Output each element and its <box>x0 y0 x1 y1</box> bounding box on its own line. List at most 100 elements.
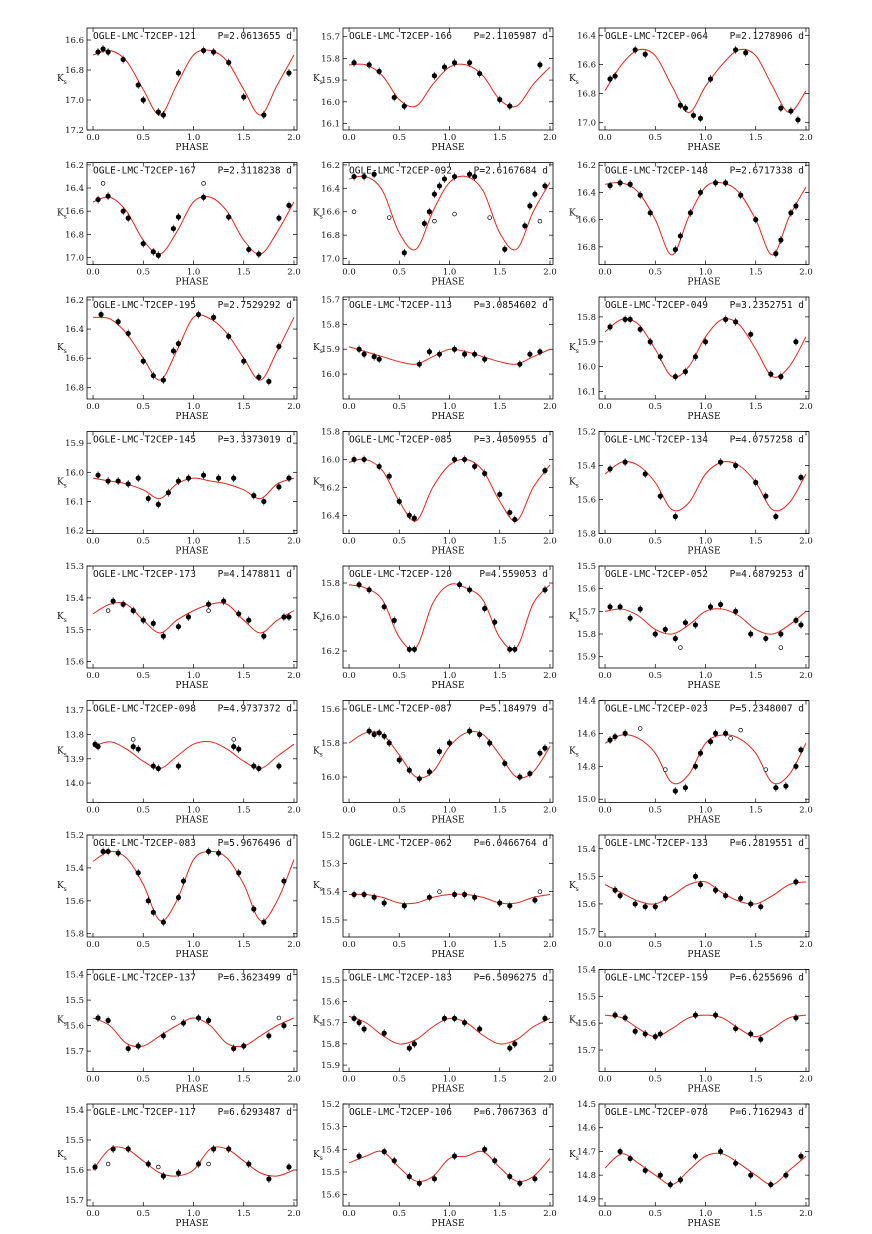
x-axis-label: PHASE <box>175 681 208 691</box>
x-tick-label: 0.0 <box>86 537 100 547</box>
panel-period: P=2.6717338 d <box>730 166 804 177</box>
data-point <box>371 894 377 900</box>
data-point <box>92 1164 98 1170</box>
data-point <box>406 767 412 773</box>
data-point <box>652 904 658 910</box>
x-tick-label: 1.0 <box>443 268 457 278</box>
x-tick-label: 2.0 <box>543 671 557 681</box>
y-tick-label: 16.0 <box>321 455 340 465</box>
y-axis-label: K <box>313 1016 320 1026</box>
data-point <box>542 587 548 593</box>
x-tick-label: 1.5 <box>493 1075 507 1085</box>
panel: 0.0 0.5 1.0 1.5 2.0 15.4 15.5 15.6 15.7 PHASE K s OG… <box>569 834 813 960</box>
data-point <box>607 76 613 82</box>
x-tick-label: 1.5 <box>493 806 507 816</box>
panel-title: OGLE-LMC-T2CEP-183 <box>349 973 452 984</box>
x-axis-label: PHASE <box>431 412 464 422</box>
data-point <box>185 614 192 620</box>
y-axis-label-sub: s <box>320 1154 323 1162</box>
y-axis-label: K <box>313 74 320 84</box>
x-tick-label: 1.5 <box>493 940 507 950</box>
x-tick-label: 0.5 <box>137 806 151 816</box>
data-point <box>702 339 709 345</box>
fit-curve <box>349 63 551 108</box>
data-point <box>211 314 217 320</box>
y-tick-label: 16.0 <box>321 773 340 783</box>
panel-period: P=4.559053 d <box>479 569 548 580</box>
x-axis-label: PHASE <box>431 816 464 826</box>
data-point <box>768 1182 774 1188</box>
panel: 0.0 0.5 1.0 1.5 2.0 16.2 16.4 16.6 16.8 PHASE K s OG… <box>569 161 813 287</box>
data-point <box>276 484 282 490</box>
x-tick-label: 0.0 <box>86 1209 100 1219</box>
data-point <box>657 1031 663 1037</box>
x-axis-label: PHASE <box>687 681 720 691</box>
data-point <box>135 82 141 88</box>
data-point <box>221 598 227 604</box>
data-point <box>226 214 232 220</box>
x-tick-label: 1.5 <box>237 1209 251 1219</box>
data-point <box>712 180 719 186</box>
data-point <box>477 731 483 738</box>
x-tick-label: 0.0 <box>86 402 100 412</box>
y-axis-label-sub: s <box>576 1154 579 1162</box>
y-axis-label-sub: s <box>64 1020 67 1028</box>
y-tick-label: 16.6 <box>65 354 84 364</box>
data-point <box>492 619 498 625</box>
data-point <box>371 731 377 738</box>
data-point <box>778 631 784 637</box>
open-point <box>738 727 743 733</box>
panel-period: P=2.1278906 d <box>730 31 804 42</box>
data-point <box>542 468 548 474</box>
y-tick-label: 15.7 <box>577 927 596 937</box>
data-point <box>717 1148 724 1155</box>
open-point <box>105 608 111 613</box>
data-point <box>527 203 533 209</box>
y-axis-label-sub: s <box>576 616 579 624</box>
data-point <box>677 1177 683 1183</box>
data-point <box>707 76 714 82</box>
data-point <box>226 59 232 66</box>
data-point <box>657 354 663 360</box>
x-tick-label: 2.0 <box>543 537 557 547</box>
open-point <box>663 767 668 772</box>
data-point <box>431 1176 438 1182</box>
data-point <box>477 1026 483 1032</box>
x-tick-label: 1.0 <box>699 671 713 681</box>
data-point <box>677 233 683 239</box>
data-point <box>798 747 804 753</box>
panel-title: OGLE-LMC-T2CEP-052 <box>605 569 708 580</box>
panel-period: P=4.6879253 d <box>730 569 804 580</box>
fit-curve <box>604 461 807 512</box>
y-axis-label-sub: s <box>64 482 67 490</box>
fit-curve <box>348 346 551 365</box>
data-point <box>622 730 628 737</box>
data-point <box>421 220 427 227</box>
data-point <box>451 346 458 352</box>
data-point <box>647 210 653 216</box>
x-tick-label: 0.0 <box>598 1075 612 1085</box>
data-point <box>155 765 161 772</box>
y-tick-label: 14.8 <box>577 762 596 772</box>
x-tick-label: 2.0 <box>799 402 813 412</box>
x-tick-label: 0.0 <box>598 133 612 143</box>
data-point <box>517 361 523 367</box>
x-tick-label: 0.0 <box>598 402 612 412</box>
data-point <box>617 604 623 610</box>
plot-frame <box>342 565 554 669</box>
panel-title: OGLE-LMC-T2CEP-083 <box>93 838 196 849</box>
data-point <box>456 582 463 588</box>
x-tick-label: 1.0 <box>187 537 201 547</box>
data-point <box>537 62 543 68</box>
y-axis-label: K <box>569 478 576 488</box>
y-tick-label: 16.6 <box>321 208 340 218</box>
data-point <box>200 472 207 478</box>
data-point <box>537 349 543 355</box>
data-point <box>125 215 131 221</box>
open-point <box>171 1015 176 1021</box>
y-tick-label: 14.6 <box>577 1124 596 1134</box>
x-axis-label: PHASE <box>687 950 720 960</box>
data-point <box>396 757 402 763</box>
data-point <box>170 348 177 354</box>
data-point <box>145 1161 151 1167</box>
